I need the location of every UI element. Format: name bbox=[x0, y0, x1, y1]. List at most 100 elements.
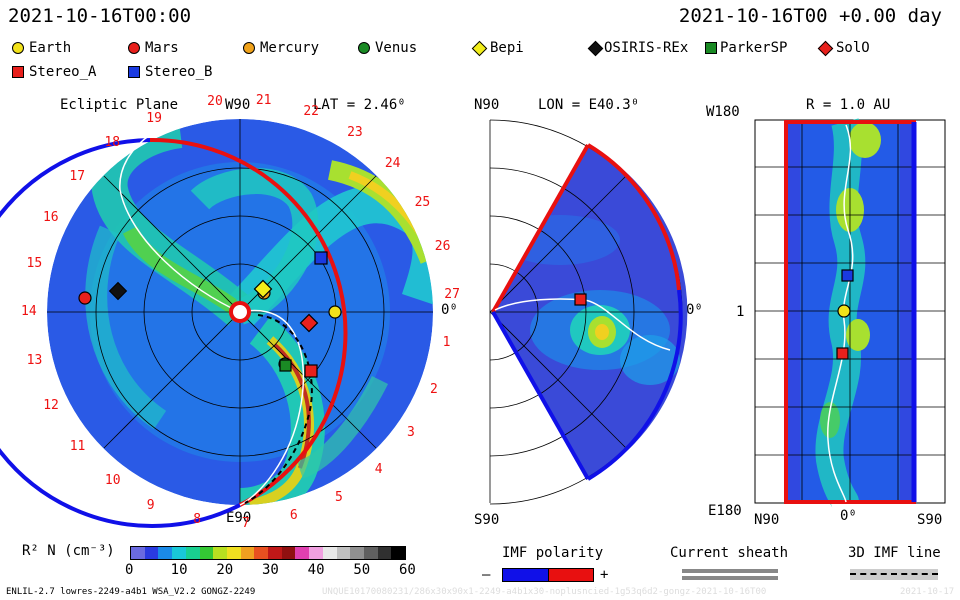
stereo-b-marker bbox=[314, 251, 328, 265]
mars-icon bbox=[128, 42, 140, 54]
colorbar-tick-label: 40 bbox=[307, 562, 325, 578]
meridional-right-label: 0⁰ bbox=[686, 302, 703, 318]
radial-bottom-left: E180 bbox=[708, 503, 742, 519]
colorbar-cell bbox=[254, 547, 269, 559]
ecliptic-right-label: 0⁰ bbox=[441, 302, 458, 318]
legend-bepi: Bepi bbox=[471, 40, 524, 56]
colorbar-cell bbox=[391, 547, 406, 559]
radial-field-line bbox=[827, 124, 854, 503]
meridional-lon-label: LON = E40.3⁰ bbox=[538, 97, 640, 113]
bepi-marker bbox=[253, 279, 273, 299]
osiris-rex-marker bbox=[108, 281, 128, 301]
legend-solo: SolO bbox=[817, 40, 870, 56]
colorbar-cell bbox=[350, 547, 364, 559]
colorbar-tick-label: 30 bbox=[262, 562, 279, 578]
colorbar bbox=[130, 546, 406, 560]
carrington-rotation-label: 16 bbox=[42, 210, 59, 226]
imf-polarity-positive-swatch bbox=[548, 568, 594, 582]
ecliptic-field-line-white-2 bbox=[119, 134, 241, 313]
stereo-a-icon bbox=[12, 66, 24, 78]
imf-plus-label: + bbox=[600, 567, 609, 583]
meridional-arc-negative bbox=[586, 289, 683, 481]
parkersp-marker bbox=[279, 359, 292, 372]
footer-right: UNQUE10170080231/286x30x90x1-2249-a4b1x3… bbox=[322, 587, 767, 597]
carrington-rotation-label: 2 bbox=[430, 382, 438, 398]
current-sheath-label: Current sheath bbox=[670, 545, 789, 561]
ecliptic-polarity-ring-positive bbox=[149, 137, 348, 507]
colorbar-cell bbox=[295, 547, 310, 559]
legend-mars: Mars bbox=[128, 40, 179, 56]
legend-label: Mars bbox=[145, 40, 179, 56]
colorbar-cell bbox=[322, 547, 337, 559]
radial-mid-left: 1 bbox=[736, 304, 745, 320]
imf-line-swatch bbox=[850, 573, 938, 575]
colorbar-cell bbox=[281, 547, 296, 559]
carrington-rotation-label: 20 bbox=[207, 93, 223, 109]
legend-label: SolO bbox=[836, 40, 870, 56]
ecliptic-bottom-label: E90 bbox=[226, 510, 252, 526]
radial-stereo-a-marker bbox=[836, 347, 849, 360]
colorbar-cell bbox=[336, 547, 351, 559]
legend-label: Venus bbox=[375, 40, 418, 56]
meridional-edge-north bbox=[491, 144, 590, 313]
ecliptic-field-line-white bbox=[239, 309, 305, 506]
carrington-rotation-label: 5 bbox=[334, 489, 343, 505]
carrington-rotation-label: 11 bbox=[69, 439, 86, 455]
radial-bottom-center: 0⁰ bbox=[840, 508, 857, 524]
legend-label: ParkerSP bbox=[720, 40, 788, 56]
carrington-rotation-label: 13 bbox=[26, 352, 43, 368]
earth-icon bbox=[12, 42, 24, 54]
carrington-rotation-label: 26 bbox=[434, 238, 451, 254]
ecliptic-polarity-ring-negative bbox=[0, 138, 241, 528]
imf-polarity-label: IMF polarity bbox=[502, 545, 604, 561]
legend-label: Earth bbox=[29, 40, 72, 56]
radial-earth-marker bbox=[837, 304, 851, 318]
colorbar-cell bbox=[158, 547, 173, 559]
carrington-rotation-label: 19 bbox=[146, 110, 162, 126]
carrington-rotation-label: 18 bbox=[104, 135, 121, 151]
meridional-top-left: N90 bbox=[474, 97, 500, 113]
ecliptic-title: Ecliptic Plane bbox=[60, 97, 179, 113]
carrington-rotation-label: 17 bbox=[69, 169, 86, 185]
parkersp-icon bbox=[705, 42, 717, 54]
meridional-stereo-a-marker bbox=[574, 293, 587, 306]
right-timestamp: 2021-10-16T00 +0.00 day bbox=[678, 5, 942, 27]
carrington-rotation-label: 1 bbox=[442, 335, 451, 351]
legend-mercury: Mercury bbox=[243, 40, 319, 56]
colorbar-cell bbox=[144, 547, 159, 559]
colorbar-cell bbox=[172, 547, 186, 559]
carrington-rotation-label: 14 bbox=[21, 304, 37, 320]
carrington-rotation-label: 25 bbox=[414, 194, 431, 210]
legend-label: Stereo_B bbox=[145, 64, 213, 80]
sun-icon bbox=[229, 301, 251, 323]
colorbar-tick-label: 20 bbox=[216, 562, 234, 578]
carrington-rotation-label: 3 bbox=[406, 425, 415, 441]
colorbar-cell bbox=[363, 547, 378, 559]
legend-label: Mercury bbox=[260, 40, 320, 56]
carrington-rotation-label: 24 bbox=[384, 156, 401, 172]
legend-parkersp: ParkerSP bbox=[705, 40, 787, 56]
colorbar-cell bbox=[240, 547, 255, 559]
legend-label: Bepi bbox=[490, 40, 524, 56]
colorbar-cell bbox=[199, 547, 214, 559]
legend-label: OSIRIS-REx bbox=[604, 40, 689, 56]
stereo-a-marker bbox=[304, 364, 318, 378]
ecliptic-lat-label: LAT = 2.46⁰ bbox=[313, 97, 406, 113]
legend-osiris-rex: OSIRIS-REx bbox=[587, 40, 689, 56]
colorbar-cell bbox=[377, 547, 392, 559]
colorbar-cell bbox=[131, 547, 145, 559]
carrington-rotation-label: 10 bbox=[104, 472, 121, 488]
legend-label: Stereo_A bbox=[29, 64, 97, 80]
carrington-rotation-label: 12 bbox=[43, 398, 59, 414]
legend-earth: Earth bbox=[12, 40, 71, 56]
radial-top-left: W180 bbox=[706, 104, 740, 120]
carrington-rotation-label: 9 bbox=[146, 497, 155, 513]
mars-marker bbox=[78, 291, 92, 305]
colorbar-label: R² N (cm⁻³) bbox=[22, 543, 115, 559]
carrington-rotation-label: 8 bbox=[193, 512, 202, 528]
radial-r-label: R = 1.0 AU bbox=[806, 97, 891, 113]
meridional-bottom-left: S90 bbox=[474, 512, 500, 528]
imf-line-label: 3D IMF line bbox=[848, 545, 941, 561]
